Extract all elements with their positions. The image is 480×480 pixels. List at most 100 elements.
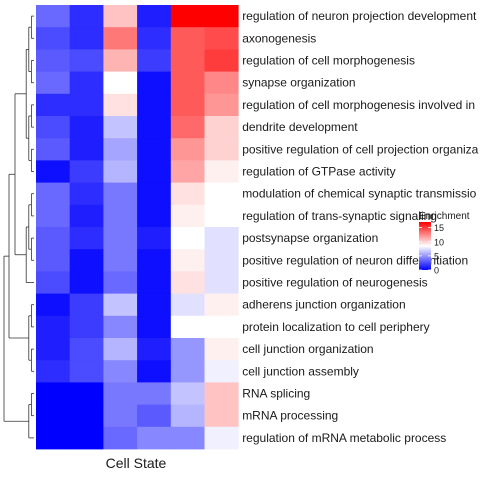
heatmap-cell	[103, 360, 138, 383]
heatmap-cell	[137, 382, 172, 405]
heatmap-cell	[204, 116, 239, 139]
heatmap-cell	[137, 93, 172, 117]
heatmap-cell	[137, 138, 172, 161]
heatmap-cell	[204, 382, 239, 405]
heatmap-cell	[170, 271, 205, 294]
row-label: axonogenesis	[242, 31, 316, 45]
heatmap-cell	[69, 404, 104, 428]
heatmap-cell	[103, 116, 138, 139]
heatmap-cell	[170, 160, 205, 183]
heatmap-cell	[170, 404, 205, 428]
heatmap-cell	[204, 182, 239, 206]
heatmap-cell	[204, 49, 239, 72]
heatmap-cell	[69, 204, 104, 228]
heatmap-cell	[36, 49, 71, 72]
heatmap-cell	[103, 227, 138, 250]
heatmap-cell	[170, 93, 205, 117]
heatmap-cell	[36, 382, 71, 405]
legend-title: Enrichment	[419, 211, 470, 222]
row-label: adherens junction organization	[242, 298, 405, 312]
heatmap-cell	[69, 426, 104, 450]
row-label: regulation of GTPase activity	[242, 165, 395, 179]
heatmap-cell	[170, 5, 205, 28]
heatmap-cell	[69, 315, 104, 339]
heatmap-cell	[103, 315, 138, 339]
heatmap-cell	[103, 71, 138, 95]
heatmap-cell	[69, 360, 104, 383]
heatmap-cell	[170, 249, 205, 272]
row-label: cell junction assembly	[242, 364, 359, 378]
heatmap-cells	[36, 5, 239, 450]
row-label: regulation of mRNA metabolic process	[242, 431, 446, 445]
heatmap-cell	[137, 404, 172, 428]
row-label: positive regulation of cell projection o…	[242, 142, 478, 156]
heatmap-cell	[69, 182, 104, 206]
heatmap-cell	[204, 338, 239, 361]
heatmap-cell	[36, 116, 71, 139]
heatmap-cell	[69, 271, 104, 294]
heatmap-cell	[103, 426, 138, 450]
heatmap-cell	[137, 49, 172, 72]
heatmap-cell	[137, 204, 172, 228]
row-labels: regulation of neuron projection developm…	[242, 9, 478, 445]
heatmap-cell	[36, 249, 71, 272]
heatmap-cell	[103, 5, 138, 28]
heatmap-cell	[103, 338, 138, 361]
heatmap-cell	[103, 138, 138, 161]
heatmap-cell	[69, 160, 104, 183]
heatmap-cell	[137, 227, 172, 250]
heatmap-cell	[137, 160, 172, 183]
row-label: regulation of trans-synaptic signaling	[242, 209, 437, 223]
heatmap-cell	[170, 27, 205, 50]
row-label: regulation of cell morphogenesis	[242, 54, 415, 68]
heatmap-cell	[137, 116, 172, 139]
heatmap-cell	[204, 293, 239, 317]
row-dendrogram	[3, 15, 34, 439]
heatmap-cell	[137, 271, 172, 294]
heatmap-cell	[69, 116, 104, 139]
row-label: RNA splicing	[242, 387, 310, 401]
heatmap-cell	[170, 204, 205, 228]
heatmap-cell	[69, 249, 104, 272]
heatmap-cell	[103, 204, 138, 228]
heatmap-cell	[36, 27, 71, 50]
legend-tick-label: 10	[434, 237, 444, 247]
heatmap-cell	[36, 93, 71, 117]
row-label: regulation of cell morphogenesis involve…	[242, 98, 475, 112]
heatmap-cell	[137, 338, 172, 361]
heatmap-cell	[36, 271, 71, 294]
heatmap-cell	[204, 71, 239, 95]
row-label: positive regulation of neuron differenti…	[242, 253, 468, 267]
heatmap-cell	[170, 426, 205, 450]
heatmap-cell	[103, 27, 138, 50]
heatmap-cell	[137, 27, 172, 50]
heatmap-cell	[170, 138, 205, 161]
heatmap-cell	[36, 160, 71, 183]
heatmap-cell	[103, 49, 138, 72]
heatmap-cell	[204, 5, 239, 28]
heatmap-cell	[103, 249, 138, 272]
heatmap-cell	[170, 116, 205, 139]
row-label: cell junction organization	[242, 342, 373, 356]
heatmap-cell	[36, 315, 71, 339]
row-label: mRNA processing	[242, 409, 338, 423]
heatmap-cell	[204, 204, 239, 228]
heatmap-cell	[69, 227, 104, 250]
heatmap-cell	[170, 338, 205, 361]
heatmap-cell	[170, 382, 205, 405]
heatmap-cell	[36, 204, 71, 228]
heatmap-cell	[204, 360, 239, 383]
heatmap-cell	[170, 49, 205, 72]
heatmap-cell	[69, 93, 104, 117]
heatmap-cell	[69, 382, 104, 405]
legend-tick-label: 15	[434, 223, 444, 233]
row-label: postsynapse organization	[242, 231, 378, 245]
heatmap-cell	[204, 160, 239, 183]
heatmap-cell	[137, 249, 172, 272]
heatmap-cell	[103, 182, 138, 206]
legend-tick-label: 0	[434, 266, 439, 276]
heatmap-cell	[204, 138, 239, 161]
heatmap-cell	[103, 293, 138, 317]
heatmap-cell	[204, 27, 239, 50]
